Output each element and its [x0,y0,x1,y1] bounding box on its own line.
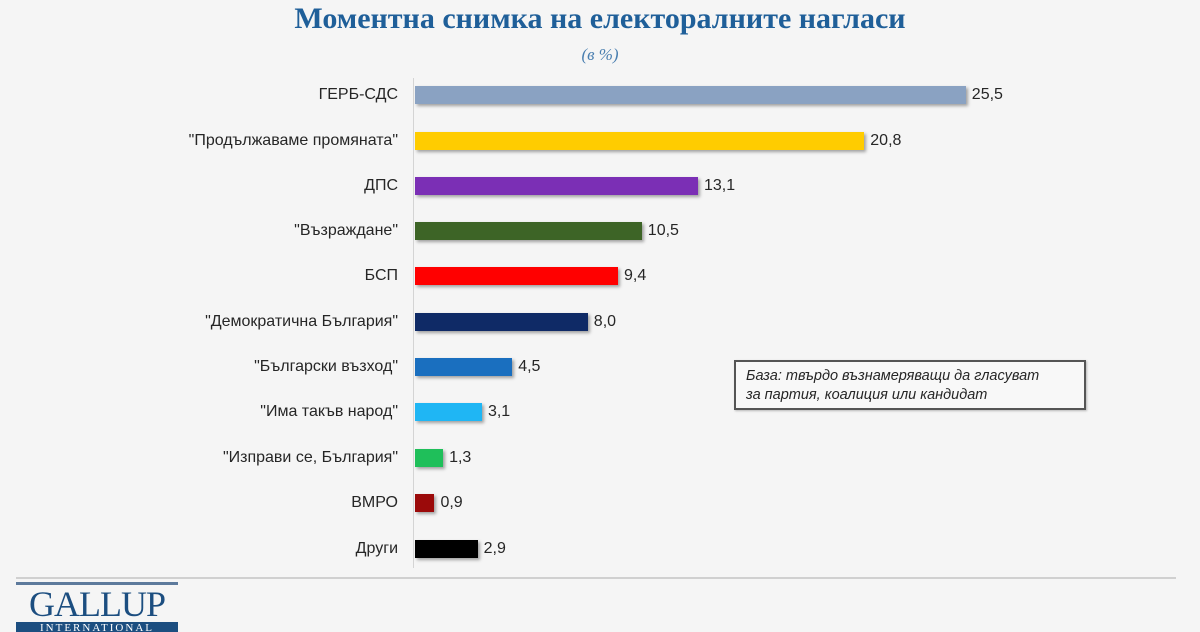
bar [415,358,513,376]
chart-subtitle: (в %) [581,45,619,64]
bar-value: 2,9 [483,540,506,557]
bar-label: БСП [364,267,398,284]
bar-label: "Български възход" [254,358,398,375]
bar-value: 20,8 [870,132,902,149]
logo-band: INTERNATIONAL [16,622,178,632]
bar [415,403,482,421]
category-axis-line [413,78,414,568]
footer-divider [16,577,1176,579]
bar-label: ГЕРБ-СДС [318,86,398,103]
bar-value: 1,3 [449,449,472,466]
sample-base-note: База: твърдо възнамеряващи да гласуват з… [734,360,1086,410]
bar-value: 0,9 [440,494,463,511]
bar-label: ДПС [364,177,398,194]
bar-row: "Възраждане" 10,5 [0,219,1200,243]
bar-value: 25,5 [971,86,1003,103]
bar-label: ВМРО [351,494,398,511]
bar-label: "Изправи се, България" [222,449,398,466]
bar-label: "Има такъв народ" [260,403,398,420]
bar-value: 4,5 [518,358,541,375]
note-line-2: за партия, коалиция или кандидат [746,387,988,403]
note-line-1: База: твърдо възнамеряващи да гласуват [746,368,1040,384]
bar-row: ВМРО 0,9 [0,491,1200,515]
bar [415,449,444,467]
bar-row: "Продължаваме промяната" 20,8 [0,129,1200,153]
bar-value: 3,1 [487,403,511,420]
bar-row: ДПС 13,1 [0,174,1200,198]
bar-row: "Изправи се, България" 1,3 [0,446,1200,470]
bar-label: "Демократична България" [205,313,398,330]
bar-label: Други [355,540,398,557]
bar-value: 9,4 [624,267,647,284]
bar [415,86,966,104]
bar [415,132,865,150]
bar-label: "Продължаваме промяната" [188,132,398,149]
logo-top-rule [16,582,178,585]
bar-row: ГЕРБ-СДС 25,5 [0,83,1200,107]
gallup-international-logo: GALLUP INTERNATIONAL [14,582,180,632]
bar-row: БСП 9,4 [0,264,1200,288]
bar [415,540,478,558]
bar-row: "Има такъв народ" 3,1 [0,400,1200,424]
chart-title: Моментна снимка на електоралните нагласи [294,2,906,35]
bar-value: 10,5 [647,222,679,239]
bar [415,494,435,512]
bar-row: Други 2,9 [0,537,1200,561]
bar-row: "Демократична България" 8,0 [0,310,1200,334]
bar-row: "Български възход" 4,5 [0,355,1200,379]
bar-label: "Възраждане" [294,222,398,239]
bar [415,222,642,240]
logo-wordmark: GALLUP [29,584,166,624]
bar [415,267,619,285]
bar-value: 13,1 [703,177,736,194]
bar [415,177,698,195]
bar [415,313,588,331]
bar-value: 8,0 [593,313,617,330]
